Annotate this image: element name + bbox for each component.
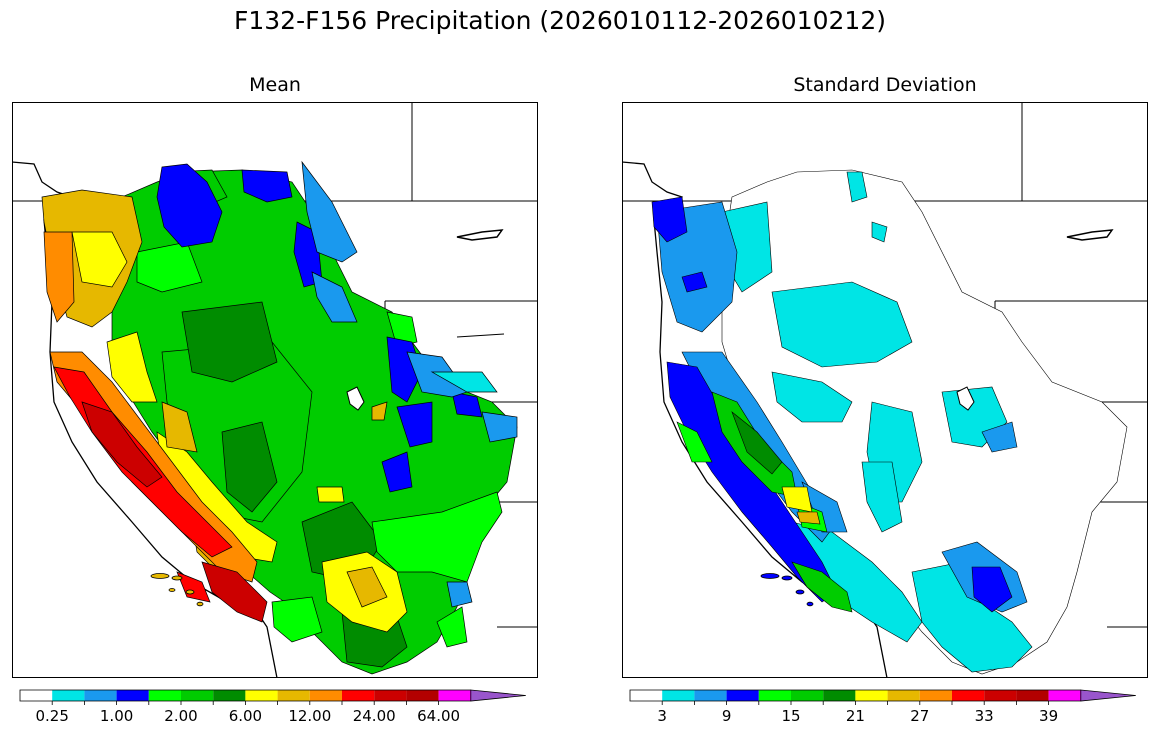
colorbar-box bbox=[887, 690, 920, 701]
stddev-regions bbox=[651, 169, 1128, 675]
stddev-colorbar-boxes bbox=[629, 689, 1136, 702]
colorbar-tick-label: 21 bbox=[846, 707, 865, 725]
colorbar-box bbox=[245, 690, 278, 701]
colorbar-tick-label: 3 bbox=[657, 707, 667, 725]
mean-colorbar: 0.25 1.00 2.00 6.00 12.00 24.00 64.00 bbox=[19, 689, 526, 725]
colorbar-box bbox=[791, 690, 824, 701]
colorbar-box bbox=[148, 690, 181, 701]
mean-lake bbox=[346, 386, 365, 411]
colorbar-box bbox=[374, 690, 407, 701]
stddev-panel-title: Standard Deviation bbox=[793, 74, 977, 96]
colorbar-box bbox=[823, 690, 856, 701]
colorbar-box bbox=[213, 690, 246, 701]
colorbar-box bbox=[919, 690, 952, 701]
colorbar-box bbox=[1048, 690, 1081, 701]
colorbar-extend-arrow bbox=[470, 689, 526, 702]
mean-colorbar-ticks bbox=[51, 701, 440, 705]
colorbar-box bbox=[84, 690, 117, 701]
colorbar-box bbox=[277, 690, 310, 701]
colorbar-tick-label: 9 bbox=[722, 707, 732, 725]
colorbar-tick-label: 24.00 bbox=[353, 707, 396, 725]
mean-panel-title: Mean bbox=[249, 74, 301, 96]
colorbar-tick-label: 39 bbox=[1039, 707, 1058, 725]
colorbar-box bbox=[20, 690, 53, 701]
colorbar-box bbox=[694, 690, 727, 701]
colorbar-tick-label: 33 bbox=[975, 707, 994, 725]
mean-colorbar-boxes bbox=[19, 689, 526, 702]
colorbar-tick-label: 12.00 bbox=[288, 707, 331, 725]
stddev-colorbar-labels: 3 9 15 21 27 33 39 bbox=[657, 707, 1058, 725]
colorbar-box bbox=[758, 690, 791, 701]
colorbar-box bbox=[952, 690, 985, 701]
stddev-lake bbox=[956, 386, 975, 411]
colorbar-tick-label: 6.00 bbox=[229, 707, 262, 725]
colorbar-box bbox=[630, 690, 663, 701]
colorbar-box bbox=[406, 690, 439, 701]
colorbar-box bbox=[662, 690, 695, 701]
colorbar-box bbox=[342, 690, 375, 701]
colorbar-box bbox=[52, 690, 85, 701]
colorbar-box bbox=[855, 690, 888, 701]
colorbar-extend-arrow bbox=[1080, 689, 1136, 702]
colorbar-tick-label: 15 bbox=[781, 707, 800, 725]
stddev-map bbox=[622, 102, 1148, 678]
mean-colorbar-labels: 0.25 1.00 2.00 6.00 12.00 24.00 64.00 bbox=[35, 707, 460, 725]
stddev-colorbar-ticks bbox=[661, 701, 1050, 705]
colorbar-box bbox=[1016, 690, 1049, 701]
figure-title: F132-F156 Precipitation (2026010112-2026… bbox=[233, 6, 886, 35]
mean-regions bbox=[41, 160, 518, 675]
colorbar-box bbox=[181, 690, 214, 701]
mean-map bbox=[12, 102, 538, 678]
colorbar-box bbox=[116, 690, 149, 701]
stddev-islands bbox=[760, 573, 814, 607]
colorbar-box bbox=[984, 690, 1017, 701]
colorbar-tick-label: 0.25 bbox=[35, 707, 68, 725]
colorbar-box bbox=[438, 690, 471, 701]
colorbar-box bbox=[726, 690, 759, 701]
mean-islands bbox=[150, 573, 204, 607]
colorbar-tick-label: 2.00 bbox=[164, 707, 197, 725]
stddev-colorbar: 3 9 15 21 27 33 39 bbox=[629, 689, 1136, 725]
stddev-canada-lake bbox=[1066, 229, 1114, 241]
colorbar-tick-label: 64.00 bbox=[417, 707, 460, 725]
colorbar-tick-label: 27 bbox=[910, 707, 929, 725]
mean-canada-lake bbox=[456, 229, 504, 241]
colorbar-tick-label: 1.00 bbox=[100, 707, 133, 725]
colorbar-box bbox=[309, 690, 342, 701]
